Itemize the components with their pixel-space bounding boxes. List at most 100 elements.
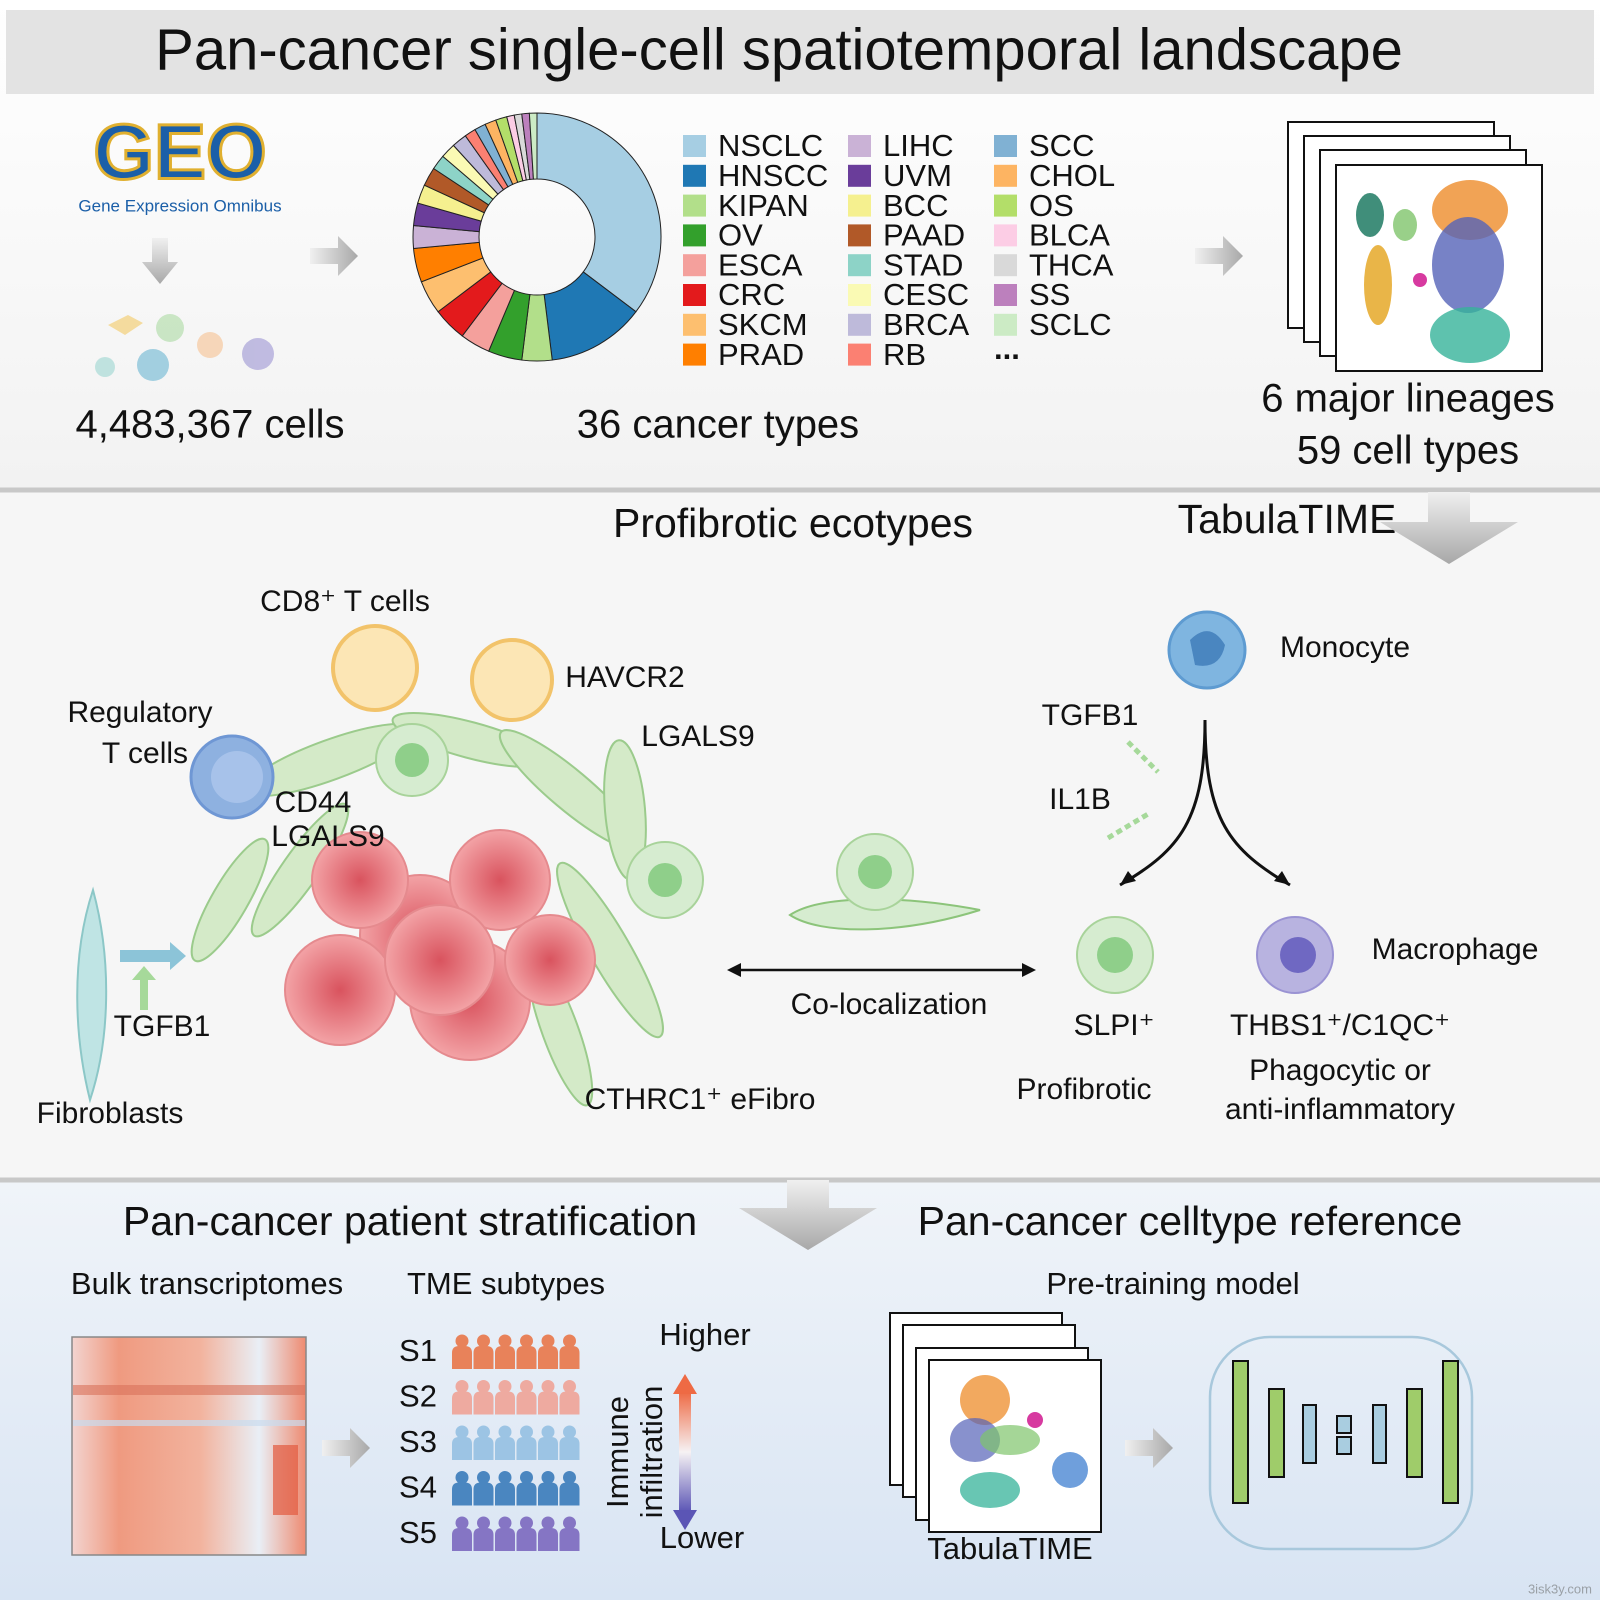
- subheading: Bulk transcriptomes: [71, 1266, 343, 1301]
- cell-label: anti-inflammatory: [1225, 1093, 1455, 1126]
- person-head: [498, 1516, 512, 1530]
- lineages: 6 major lineages: [1261, 377, 1555, 421]
- colocalization-icon: [727, 833, 1036, 977]
- legend-swatch: [683, 343, 706, 366]
- person-head: [563, 1380, 576, 1393]
- legend-swatch: [994, 194, 1017, 217]
- legend-swatch: [848, 135, 871, 157]
- subtype-label: S1: [399, 1333, 437, 1368]
- person-body: [516, 1528, 537, 1551]
- person-head: [498, 1425, 512, 1439]
- watermark: 3isk3y.com: [1528, 1581, 1592, 1596]
- person-body: [473, 1346, 494, 1369]
- heatmap: [71, 1336, 307, 1556]
- person-body: [538, 1528, 558, 1551]
- person-head: [541, 1471, 555, 1484]
- person-head: [520, 1334, 533, 1348]
- legend-more: ...: [994, 331, 1020, 366]
- person-body: [473, 1482, 494, 1506]
- arrow: [322, 1428, 370, 1468]
- cell-label: Macrophage: [1372, 933, 1539, 966]
- arrow: [1380, 492, 1518, 564]
- legend-label: SCC: [1029, 128, 1094, 163]
- cell-label: SLPI⁺: [1074, 1009, 1155, 1042]
- cell-icons: [95, 314, 274, 381]
- arrow: [1195, 236, 1243, 276]
- person-body: [473, 1528, 494, 1551]
- legend-swatch: [683, 313, 706, 336]
- model-label: TabulaTIME: [927, 1531, 1092, 1566]
- legend-swatch: [994, 135, 1017, 157]
- gene-label: HAVCR2: [565, 661, 684, 694]
- axis-label: Immune: [600, 1396, 635, 1508]
- section-title: Pan-cancer celltype reference: [918, 1198, 1463, 1244]
- subheading: TME subtypes: [407, 1266, 605, 1301]
- scale-label: Higher: [659, 1317, 750, 1352]
- subtype-label: S2: [399, 1379, 437, 1414]
- legend-label: BCC: [883, 188, 948, 223]
- axis-label: infiltration: [634, 1386, 669, 1519]
- legend-swatch: [683, 224, 706, 247]
- person-body: [538, 1391, 558, 1415]
- legend-swatch: [848, 164, 871, 187]
- legend-label: CHOL: [1029, 158, 1115, 193]
- legend-label: PRAD: [718, 337, 804, 372]
- legend-swatch: [848, 254, 871, 277]
- cells-count: 4,483,367 cells: [75, 403, 344, 447]
- legend-label: KIPAN: [718, 188, 809, 223]
- legend-label: BRCA: [883, 307, 969, 342]
- person-head: [520, 1516, 533, 1530]
- cell-label: THBS1⁺/C1QC⁺: [1230, 1009, 1450, 1042]
- legend-swatch: [848, 224, 871, 247]
- legend-label: LIHC: [883, 128, 954, 163]
- person-body: [495, 1391, 515, 1415]
- person-head: [498, 1471, 512, 1484]
- monocyte-differentiation: [1076, 610, 1334, 994]
- section-title: Profibrotic ecotypes: [613, 500, 973, 546]
- section-title: TabulaTIME: [1178, 496, 1397, 542]
- legend-label: NSCLC: [718, 128, 823, 163]
- cell-label: Profibrotic: [1016, 1073, 1151, 1106]
- person-body: [452, 1528, 472, 1551]
- person-body: [538, 1482, 558, 1506]
- donut-chart: [412, 112, 662, 362]
- person-body: [516, 1482, 537, 1506]
- person-head: [498, 1380, 512, 1393]
- person-body: [516, 1346, 537, 1369]
- person-body: [452, 1437, 472, 1460]
- section-title: Pan-cancer patient stratification: [123, 1198, 697, 1244]
- legend-label: SS: [1029, 277, 1070, 312]
- model-architecture: [1208, 1335, 1474, 1551]
- subheading: Pre-training model: [1046, 1266, 1299, 1301]
- person-head: [455, 1471, 469, 1484]
- legend-swatch: [994, 313, 1017, 336]
- person-head: [455, 1425, 469, 1439]
- person-head: [563, 1516, 576, 1530]
- person-body: [495, 1528, 515, 1551]
- legend-label: CRC: [718, 277, 785, 312]
- donut-slice: [528, 112, 538, 180]
- person-head: [563, 1471, 576, 1484]
- geo-logo: GEO: [93, 108, 266, 196]
- legend-swatch: [683, 135, 706, 157]
- legend-label: STAD: [883, 247, 963, 282]
- cell-label: Monocyte: [1280, 631, 1410, 664]
- legend: NSCLCHNSCCKIPANOVESCACRCSKCMPRADLIHCUVMB…: [683, 128, 1115, 372]
- person-head: [455, 1334, 469, 1348]
- person-head: [520, 1425, 533, 1439]
- legend-swatch: [848, 313, 871, 336]
- legend-swatch: [848, 284, 871, 306]
- person-head: [477, 1380, 490, 1393]
- gene-label: IL1B: [1049, 783, 1111, 816]
- gene-label: TGFB1: [1042, 699, 1139, 732]
- legend-label: RB: [883, 337, 926, 372]
- legend-label: SKCM: [718, 307, 808, 342]
- cancer-types: 36 cancer types: [577, 403, 859, 447]
- legend-label: CESC: [883, 277, 969, 312]
- arrow: [1125, 1428, 1173, 1468]
- arrow: [739, 1180, 877, 1250]
- subtype-label: S5: [399, 1515, 437, 1550]
- legend-label: HNSCC: [718, 158, 828, 193]
- gene-label: LGALS9: [641, 720, 754, 753]
